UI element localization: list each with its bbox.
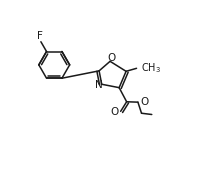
Text: O: O [108, 54, 116, 64]
Text: O: O [110, 107, 119, 117]
Text: N: N [95, 80, 103, 90]
Text: O: O [140, 97, 148, 107]
Text: CH$_3$: CH$_3$ [141, 61, 161, 75]
Text: F: F [37, 31, 43, 41]
